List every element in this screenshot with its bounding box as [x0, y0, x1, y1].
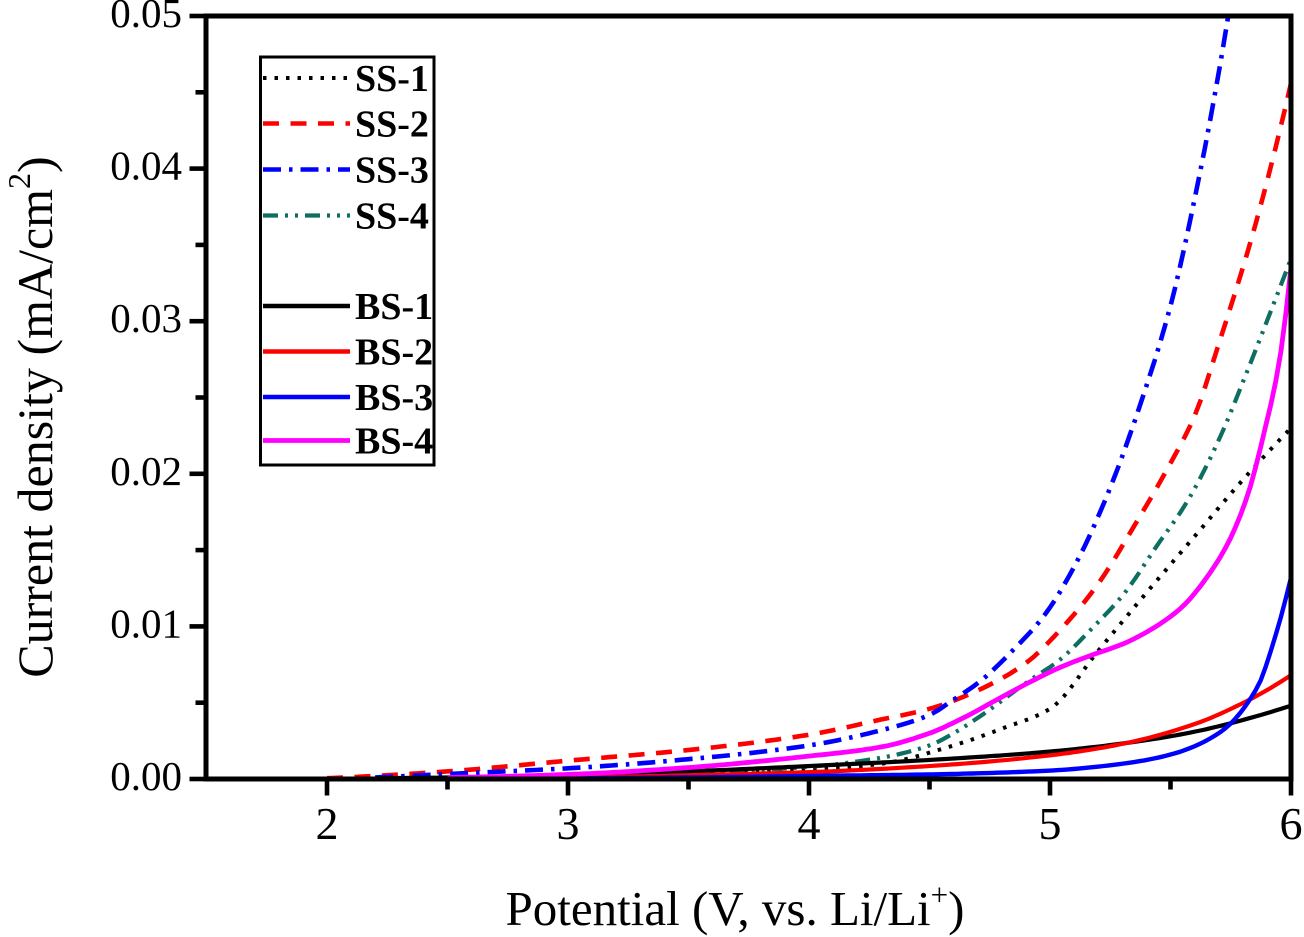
svg-text:Current density (mA/cm2): Current density (mA/cm2) — [1, 156, 63, 677]
svg-text:5: 5 — [1039, 798, 1062, 849]
svg-text:SS-4: SS-4 — [355, 196, 429, 238]
svg-text:0.04: 0.04 — [110, 143, 182, 189]
svg-text:3: 3 — [557, 798, 580, 849]
svg-text:BS-1: BS-1 — [355, 286, 433, 328]
svg-text:BS-4: BS-4 — [355, 421, 433, 463]
svg-text:Potential (V, vs. Li/Li+): Potential (V, vs. Li/Li+) — [506, 877, 965, 936]
svg-text:SS-1: SS-1 — [355, 58, 429, 100]
svg-text:2: 2 — [316, 798, 339, 849]
svg-text:0.01: 0.01 — [110, 600, 182, 646]
svg-text:6: 6 — [1280, 798, 1303, 849]
svg-text:0.05: 0.05 — [110, 0, 182, 36]
svg-text:BS-2: BS-2 — [355, 332, 433, 374]
svg-text:4: 4 — [798, 798, 821, 849]
svg-text:0.03: 0.03 — [110, 295, 182, 341]
svg-text:SS-2: SS-2 — [355, 104, 429, 146]
svg-text:0.02: 0.02 — [110, 448, 182, 494]
svg-text:BS-3: BS-3 — [355, 377, 433, 419]
svg-text:0.00: 0.00 — [110, 753, 182, 799]
svg-text:SS-3: SS-3 — [355, 150, 429, 192]
